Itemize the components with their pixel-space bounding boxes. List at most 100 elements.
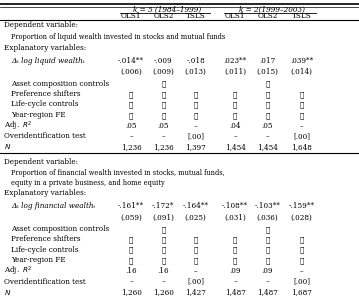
Text: TSLS: TSLS — [292, 12, 312, 20]
Text: Life-cycle controls: Life-cycle controls — [11, 100, 78, 109]
Text: [.00]: [.00] — [293, 132, 310, 140]
Text: 1,260: 1,260 — [153, 288, 174, 296]
Text: ✓: ✓ — [129, 100, 133, 109]
Text: ✓: ✓ — [194, 111, 198, 119]
Text: ✓: ✓ — [265, 225, 270, 233]
Text: ✓: ✓ — [265, 235, 270, 243]
Text: .09: .09 — [229, 267, 241, 275]
Text: ✓: ✓ — [194, 246, 198, 254]
Text: 1,687: 1,687 — [291, 288, 312, 296]
Text: ✓: ✓ — [129, 246, 133, 254]
Text: (.015): (.015) — [256, 68, 279, 76]
Text: –: – — [266, 278, 269, 286]
Text: ✓: ✓ — [161, 100, 165, 109]
Text: ✓: ✓ — [233, 111, 237, 119]
Text: (.025): (.025) — [185, 213, 206, 221]
Text: –: – — [233, 278, 237, 286]
Text: -.164**: -.164** — [183, 202, 209, 210]
Text: Life-cycle controls: Life-cycle controls — [11, 246, 78, 254]
Text: .16: .16 — [158, 267, 169, 275]
Text: (.031): (.031) — [224, 213, 246, 221]
Text: Proportion of liquid wealth invested in stocks and mutual funds: Proportion of liquid wealth invested in … — [11, 33, 225, 41]
Text: OLS1: OLS1 — [121, 12, 141, 20]
Text: ✓: ✓ — [233, 90, 237, 98]
Text: ✓: ✓ — [194, 90, 198, 98]
Text: k = 2(1999–2003): k = 2(1999–2003) — [239, 6, 305, 14]
Text: ✓: ✓ — [299, 90, 304, 98]
Text: Adj.  $R^2$: Adj. $R^2$ — [4, 265, 32, 278]
Text: 1,454: 1,454 — [257, 143, 278, 151]
Text: Dependent variable:: Dependent variable: — [4, 158, 78, 166]
Text: 1,648: 1,648 — [291, 143, 312, 151]
Text: .05: .05 — [125, 122, 137, 130]
Text: 1,487: 1,487 — [257, 288, 278, 296]
Text: 1,236: 1,236 — [153, 143, 174, 151]
Text: ✓: ✓ — [194, 235, 198, 243]
Text: .039**: .039** — [290, 57, 313, 65]
Text: -.108**: -.108** — [222, 202, 248, 210]
Text: $N$: $N$ — [4, 142, 11, 151]
Text: .09: .09 — [262, 267, 273, 275]
Text: Asset composition controls: Asset composition controls — [11, 80, 109, 88]
Text: (.091): (.091) — [152, 213, 174, 221]
Text: ✓: ✓ — [161, 90, 165, 98]
Text: (.014): (.014) — [290, 68, 313, 76]
Text: ✓: ✓ — [161, 80, 165, 88]
Text: (.036): (.036) — [257, 213, 278, 221]
Text: ✓: ✓ — [161, 225, 165, 233]
Text: –: – — [233, 132, 237, 140]
Text: –: – — [162, 278, 165, 286]
Text: .05: .05 — [158, 122, 169, 130]
Text: Dependent variable:: Dependent variable: — [4, 21, 78, 29]
Text: OLS1: OLS1 — [225, 12, 246, 20]
Text: –: – — [162, 132, 165, 140]
Text: ✓: ✓ — [129, 235, 133, 243]
Text: Asset composition controls: Asset composition controls — [11, 225, 109, 233]
Text: ✓: ✓ — [299, 100, 304, 109]
Text: ✓: ✓ — [233, 246, 237, 254]
Text: -.103**: -.103** — [255, 202, 280, 210]
Text: ✓: ✓ — [265, 246, 270, 254]
Text: -.018: -.018 — [186, 57, 205, 65]
Text: ✓: ✓ — [299, 111, 304, 119]
Text: -.014**: -.014** — [118, 57, 144, 65]
Text: $N$: $N$ — [4, 287, 11, 296]
Text: [.00]: [.00] — [187, 278, 204, 286]
Text: (.009): (.009) — [153, 68, 174, 76]
Text: ✓: ✓ — [299, 235, 304, 243]
Text: –: – — [266, 132, 269, 140]
Text: OLS2: OLS2 — [153, 12, 173, 20]
Text: -.009: -.009 — [154, 57, 173, 65]
Text: ✓: ✓ — [265, 90, 270, 98]
Text: Year-region FE: Year-region FE — [11, 111, 65, 119]
Text: [.00]: [.00] — [293, 278, 310, 286]
Text: –: – — [300, 122, 303, 130]
Text: Adj.  $R^2$: Adj. $R^2$ — [4, 119, 32, 133]
Text: Δₖ log liquid wealthₜ: Δₖ log liquid wealthₜ — [11, 57, 84, 65]
Text: ✓: ✓ — [129, 111, 133, 119]
Text: ✓: ✓ — [265, 256, 270, 264]
Text: ✓: ✓ — [265, 100, 270, 109]
Text: Δₖ log financial wealthₜ: Δₖ log financial wealthₜ — [11, 202, 95, 210]
Text: ✓: ✓ — [265, 111, 270, 119]
Text: –: – — [129, 132, 133, 140]
Text: –: – — [129, 278, 133, 286]
Text: Explanatory variables:: Explanatory variables: — [4, 189, 86, 197]
Text: OLS2: OLS2 — [257, 12, 278, 20]
Text: 1,427: 1,427 — [185, 288, 206, 296]
Text: [.00]: [.00] — [187, 132, 204, 140]
Text: ✓: ✓ — [233, 256, 237, 264]
Text: –: – — [194, 122, 197, 130]
Text: ✓: ✓ — [194, 100, 198, 109]
Text: Overidentification test: Overidentification test — [4, 132, 85, 140]
Text: (.028): (.028) — [291, 213, 312, 221]
Text: ✓: ✓ — [194, 256, 198, 264]
Text: (.011): (.011) — [224, 68, 246, 76]
Text: TSLS: TSLS — [186, 12, 206, 20]
Text: k = 5 (1984–1999): k = 5 (1984–1999) — [133, 6, 201, 14]
Text: .04: .04 — [229, 122, 241, 130]
Text: Preference shifters: Preference shifters — [11, 235, 80, 243]
Text: ✓: ✓ — [161, 256, 165, 264]
Text: (.013): (.013) — [185, 68, 206, 76]
Text: ✓: ✓ — [129, 256, 133, 264]
